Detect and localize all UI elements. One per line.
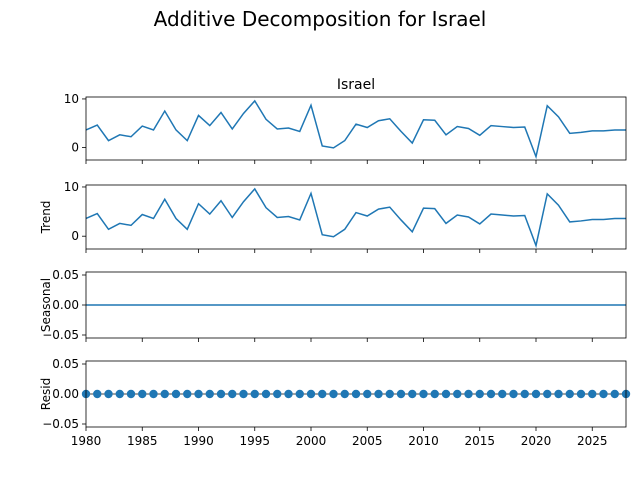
panel-frame (85, 96, 627, 161)
y-tick-label: 0 (71, 140, 79, 154)
x-tick-label: 1995 (239, 434, 270, 448)
resid-point (261, 389, 271, 399)
resid-point (441, 389, 451, 399)
y-axis-label: Seasonal (39, 278, 53, 332)
panel-1: Israel 0 10 (64, 77, 627, 164)
resid-point (340, 389, 349, 399)
figure-title: Additive Decomposition for Israel (154, 7, 487, 31)
panel-frame (85, 271, 627, 339)
resid-point (554, 389, 563, 399)
x-tick-label: 2020 (521, 434, 552, 448)
resid-point (520, 389, 529, 399)
y-tick-label: 10 (64, 92, 79, 106)
x-tick-label: 2010 (408, 434, 439, 448)
resid-point (138, 389, 147, 399)
panel-frame (85, 184, 627, 250)
resid-point (239, 389, 248, 399)
x-tick-label: 2025 (577, 434, 608, 448)
x-tick-label: 2015 (464, 434, 495, 448)
y-tick-label: 0.00 (52, 387, 79, 401)
resid-point (171, 389, 181, 399)
resid-point (93, 389, 102, 399)
y-tick-label: −0.05 (42, 417, 79, 431)
resid-point (228, 389, 237, 399)
y-axis-label: Trend (39, 201, 53, 235)
resid-point (329, 389, 338, 399)
panel-4: Resid −0.05 0.00 0.05 1980 1985 1990 1995 2000 20… (39, 357, 631, 448)
resid-point (306, 389, 316, 399)
y-tick-label: 0 (71, 229, 79, 243)
x-tick-label: 1990 (183, 434, 214, 448)
resid-point (430, 389, 439, 399)
resid-point (160, 389, 169, 399)
x-tick-label: 2005 (352, 434, 383, 448)
resid-point (464, 389, 473, 399)
resid-point (183, 389, 192, 399)
panel-title: Israel (337, 77, 375, 93)
resid-point (295, 389, 304, 399)
resid-point (126, 389, 136, 399)
resid-point (396, 389, 406, 399)
resid-point (588, 389, 597, 399)
resid-point (250, 389, 259, 399)
panel-3: Seasonal−0.05 0.00 0.05 (39, 268, 627, 342)
resid-point (576, 389, 586, 399)
x-tick-label: 1985 (127, 434, 158, 448)
resid-point (194, 389, 203, 399)
resid-point (385, 389, 394, 399)
resid-point (475, 389, 484, 399)
resid-point (318, 389, 327, 399)
resid-point (419, 389, 428, 399)
resid-point (498, 389, 507, 399)
resid-point (115, 389, 124, 399)
resid-point (408, 389, 417, 399)
resid-point (104, 389, 113, 399)
resid-point (565, 389, 574, 399)
y-tick-label: 0.05 (52, 268, 79, 282)
resid-point (610, 389, 619, 399)
resid-point (509, 389, 518, 399)
resid-point (374, 389, 383, 399)
y-tick-label: −0.05 (42, 328, 79, 342)
resid-point (543, 389, 552, 399)
resid-point (273, 389, 282, 399)
resid-point (351, 389, 361, 399)
y-tick-label: 10 (64, 180, 79, 194)
resid-point (453, 389, 462, 399)
resid-point (216, 389, 226, 399)
resid-point (149, 389, 158, 399)
x-tick-label: 2000 (296, 434, 327, 448)
x-tick-label: 1980 (71, 434, 102, 448)
series-line (85, 187, 626, 249)
y-tick-label: 0.05 (52, 357, 79, 371)
panel-2: Trend 0 10 (39, 180, 627, 253)
resid-point (284, 389, 293, 399)
y-tick-label: 0.00 (52, 298, 79, 312)
panel-frame (85, 360, 627, 428)
resid-point (486, 389, 496, 399)
resid-point (531, 389, 541, 399)
resid-point (205, 389, 214, 399)
resid-point (363, 389, 372, 399)
y-axis-label: Resid (39, 378, 53, 410)
series-line (85, 99, 626, 160)
resid-point (599, 389, 608, 399)
